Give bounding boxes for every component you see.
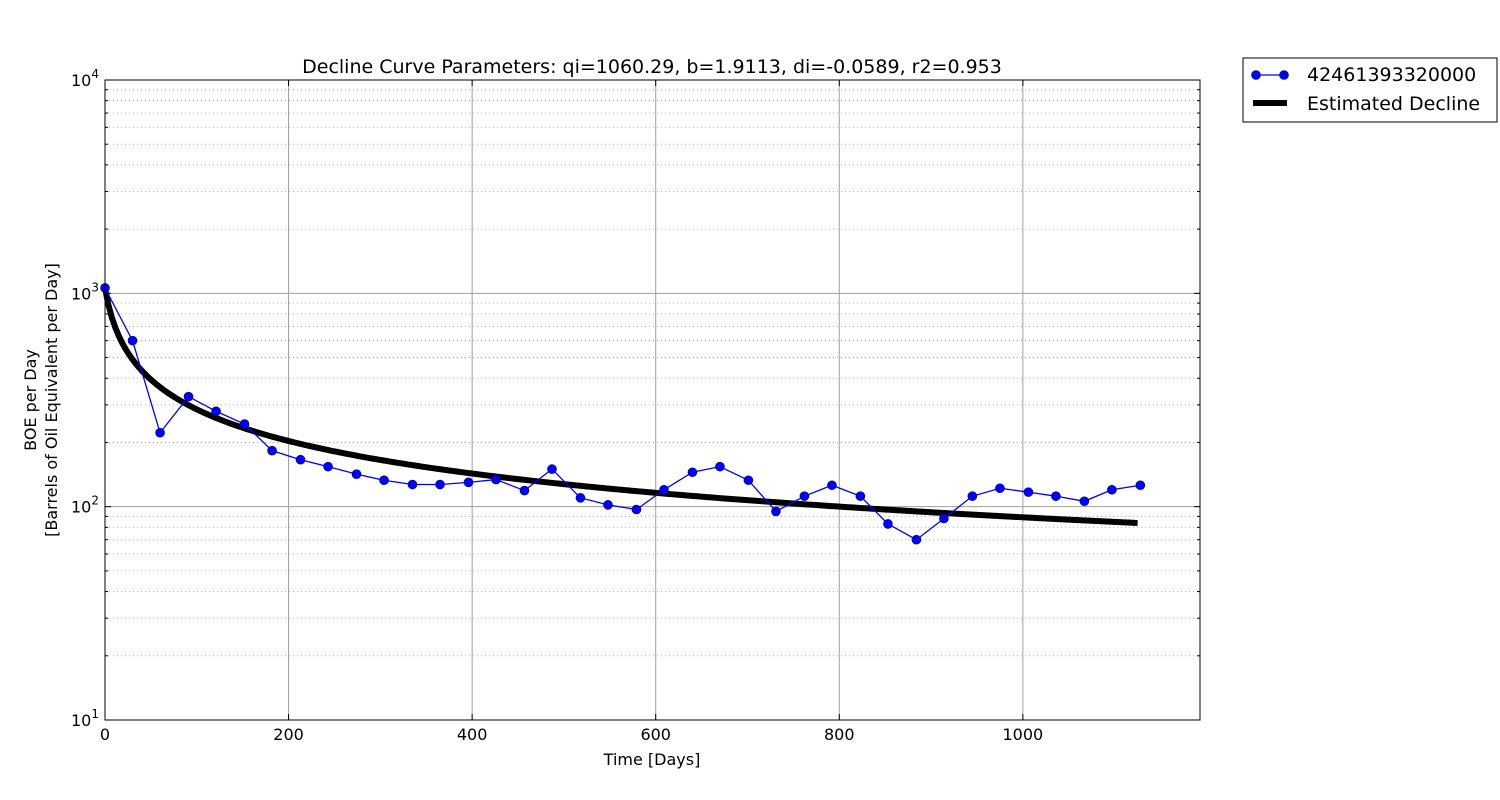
data-point bbox=[435, 479, 445, 490]
y-tick-label: 103 bbox=[71, 280, 99, 303]
data-point bbox=[603, 500, 613, 510]
data-point bbox=[379, 475, 389, 486]
y-tick-label: 102 bbox=[71, 494, 99, 517]
x-tick-label: 1000 bbox=[1002, 725, 1043, 744]
data-point bbox=[127, 335, 138, 346]
data-point bbox=[799, 491, 810, 501]
data-point bbox=[967, 491, 978, 501]
series-line bbox=[104, 287, 1141, 541]
plot-frame bbox=[104, 79, 1201, 721]
chart-title: Decline Curve Parameters: qi=1060.29, b=… bbox=[302, 56, 1002, 78]
estimated-decline-layer bbox=[102, 287, 1138, 526]
x-tick-label: 600 bbox=[640, 725, 671, 744]
data-point bbox=[771, 506, 781, 517]
y-tick-label: 101 bbox=[71, 707, 99, 730]
data-point bbox=[883, 519, 893, 529]
x-tick-label: 200 bbox=[273, 725, 304, 744]
data-point bbox=[491, 474, 501, 485]
x-tick-label: 400 bbox=[457, 725, 488, 744]
x-axis-label: Time [Days] bbox=[603, 750, 701, 769]
data-point bbox=[463, 477, 474, 488]
legend: 42461393320000 Estimated Decline bbox=[1242, 57, 1498, 123]
data-point bbox=[211, 406, 221, 417]
estimated-decline-curve bbox=[102, 287, 1138, 526]
data-point bbox=[1023, 487, 1034, 497]
x-tick-label: 800 bbox=[824, 725, 855, 744]
legend-box bbox=[1242, 57, 1498, 123]
data-point bbox=[911, 534, 922, 545]
data-point bbox=[519, 485, 530, 496]
legend-series-marker bbox=[1279, 70, 1289, 80]
data-point bbox=[1051, 491, 1061, 501]
data-point bbox=[687, 467, 698, 478]
data-point bbox=[267, 445, 277, 456]
data-point bbox=[743, 475, 754, 486]
y-axis-ticks: 101 102 103 104 bbox=[71, 67, 1200, 730]
data-point bbox=[183, 391, 194, 402]
data-point bbox=[827, 480, 837, 491]
data-point bbox=[631, 504, 642, 515]
y-axis-label-line1: BOE per Day bbox=[21, 349, 40, 451]
data-point bbox=[547, 464, 557, 474]
data-point bbox=[939, 513, 949, 524]
data-point bbox=[715, 461, 725, 472]
legend-fit-label: Estimated Decline bbox=[1307, 93, 1480, 115]
data-point bbox=[1107, 484, 1117, 495]
y-tick-label: 104 bbox=[71, 67, 99, 90]
data-point bbox=[407, 479, 418, 490]
legend-series-marker bbox=[1251, 70, 1261, 80]
data-point bbox=[239, 419, 250, 429]
data-point bbox=[295, 454, 306, 465]
data-point bbox=[659, 484, 669, 495]
y-axis-label-line2: [Barrels of Oil Equivalent per Day] bbox=[42, 263, 61, 537]
data-point bbox=[155, 427, 165, 438]
grid-lines bbox=[105, 80, 1200, 720]
legend-series-label: 42461393320000 bbox=[1307, 64, 1476, 86]
data-point bbox=[855, 491, 866, 501]
data-point bbox=[351, 469, 362, 479]
data-point bbox=[1135, 480, 1146, 491]
data-point bbox=[1079, 496, 1090, 507]
data-point bbox=[995, 483, 1005, 494]
x-tick-label: 0 bbox=[100, 725, 110, 744]
data-point bbox=[323, 461, 333, 472]
x-axis-ticks: 0 200 400 600 800 1000 bbox=[100, 80, 1043, 744]
data-point bbox=[575, 493, 586, 503]
